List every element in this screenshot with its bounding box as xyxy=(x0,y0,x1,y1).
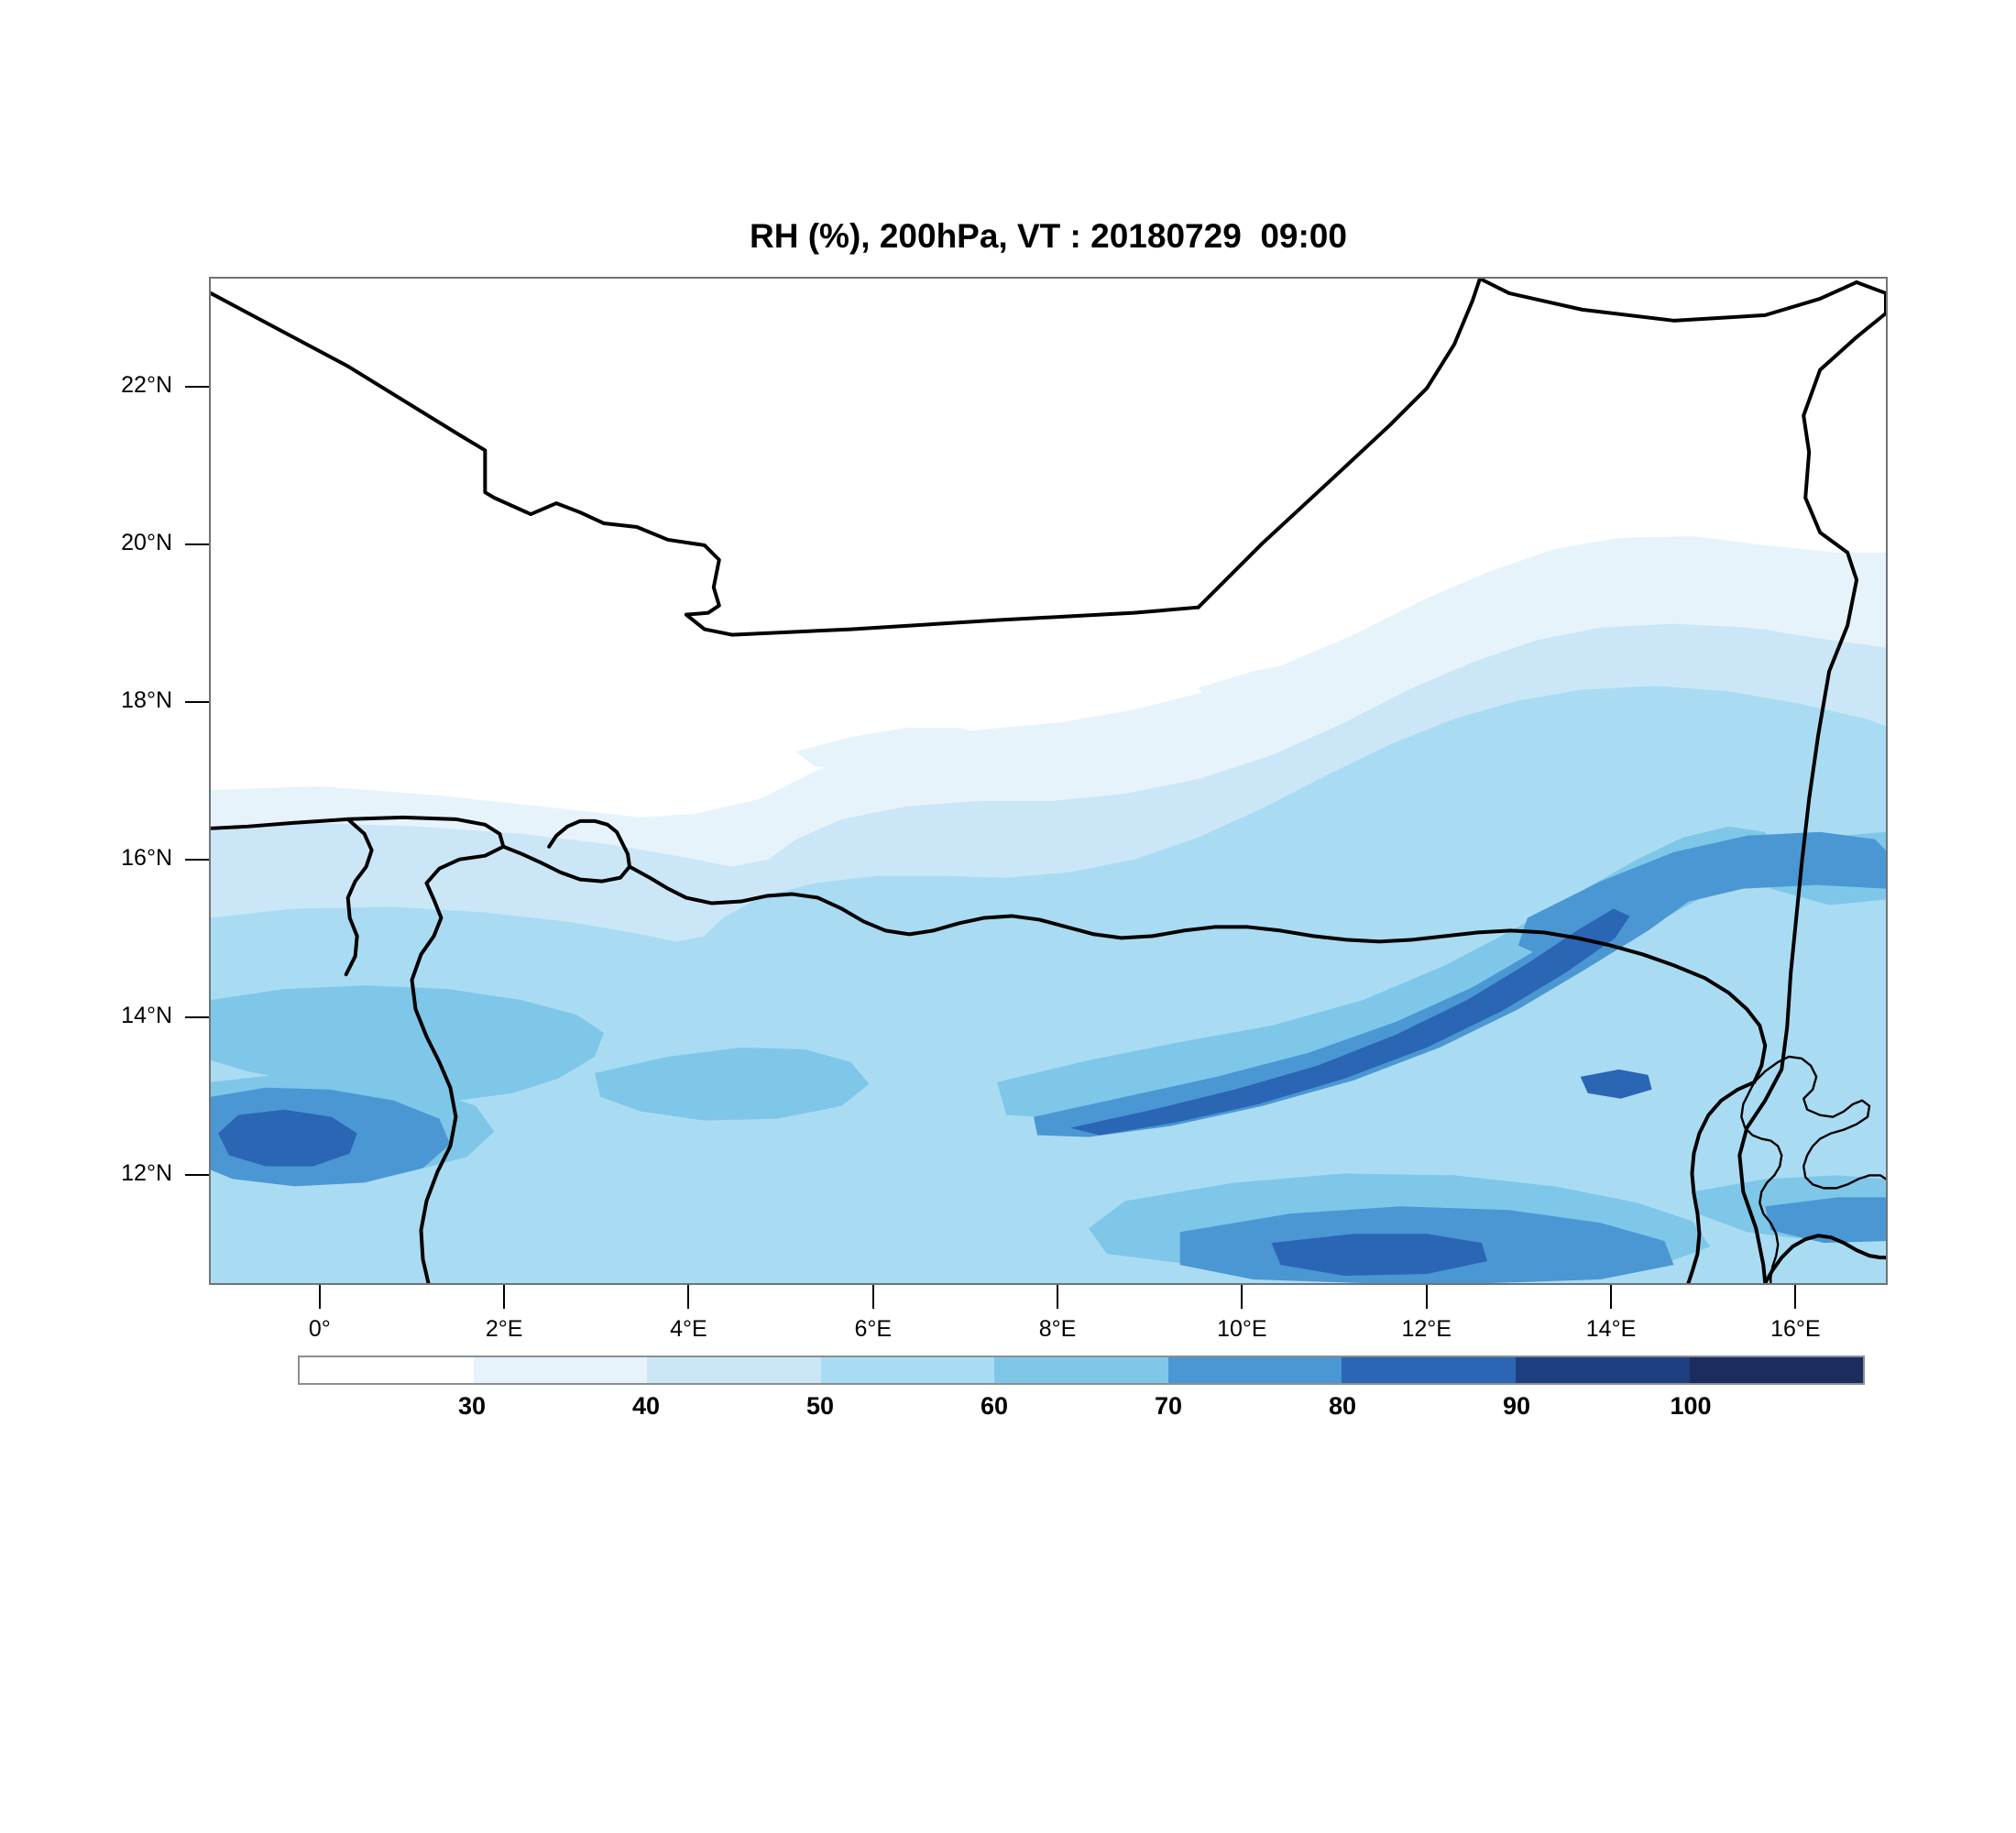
colorbar-tick-label: 100 xyxy=(1670,1392,1712,1420)
longitude-tick-mark xyxy=(871,1285,874,1309)
colorbar-band xyxy=(647,1357,821,1383)
latitude-tick-label: 18°N xyxy=(121,687,172,714)
contour-band-80-90 xyxy=(217,908,1652,1277)
colorbar-band xyxy=(1342,1357,1516,1383)
colorbar-band xyxy=(994,1357,1168,1383)
latitude-tick-label: 22°N xyxy=(121,372,172,399)
longitude-tick-mark xyxy=(1241,1285,1244,1309)
longitude-tick-mark xyxy=(318,1285,321,1309)
longitude-tick-label: 4°E xyxy=(670,1316,707,1342)
colorbar-tick-label: 60 xyxy=(980,1392,1009,1420)
longitude-tick-mark xyxy=(1425,1285,1428,1309)
colorbar-band xyxy=(300,1357,474,1383)
latitude-tick-mark xyxy=(185,386,209,389)
latitude-tick-label: 12°N xyxy=(121,1159,172,1186)
longitude-tick-label: 16°E xyxy=(1770,1316,1821,1342)
rh-contour-map xyxy=(211,279,1886,1283)
page-title: RH (%), 200hPa, VT : 20180729 09:00 xyxy=(750,217,1347,255)
latitude-tick-mark xyxy=(185,1015,209,1018)
longitude-tick-label: 2°E xyxy=(485,1316,523,1342)
longitude-tick-label: 0° xyxy=(308,1316,331,1342)
colorbar-tick-label: 80 xyxy=(1328,1392,1357,1420)
latitude-tick-label: 16°N xyxy=(121,844,172,871)
longitude-tick-mark xyxy=(1610,1285,1613,1309)
colorbar-tick-label: 70 xyxy=(1154,1392,1183,1420)
longitude-tick-mark xyxy=(1794,1285,1797,1309)
colorbar-tick-label: 40 xyxy=(631,1392,661,1420)
latitude-tick-mark xyxy=(185,543,209,546)
latitude-tick-label: 14°N xyxy=(121,1002,172,1028)
longitude-tick-mark xyxy=(687,1285,690,1309)
colorbar-band xyxy=(1689,1357,1864,1383)
latitude-tick-mark xyxy=(185,858,209,861)
longitude-tick-label: 10°E xyxy=(1217,1316,1267,1342)
longitude-tick-label: 14°E xyxy=(1585,1316,1637,1342)
latitude-tick-mark xyxy=(185,1173,209,1176)
contour-fill-group xyxy=(211,279,1886,1283)
country-borders xyxy=(211,279,1886,1283)
colorbar-band xyxy=(1167,1357,1342,1383)
colorbar-tick-label: 90 xyxy=(1502,1392,1531,1420)
longitude-tick-label: 12°E xyxy=(1401,1316,1452,1342)
colorbar-band xyxy=(473,1357,648,1383)
longitude-tick-label: 8°E xyxy=(1038,1316,1077,1342)
colorbar-band xyxy=(820,1357,995,1383)
longitude-tick-mark xyxy=(503,1285,506,1309)
map-plot-area xyxy=(209,277,1888,1285)
colorbar-tick-label: 50 xyxy=(805,1392,835,1420)
longitude-tick-label: 6°E xyxy=(854,1316,893,1342)
longitude-tick-mark xyxy=(1057,1285,1059,1309)
colorbar-tick-label: 30 xyxy=(457,1392,487,1420)
latitude-tick-mark xyxy=(185,701,209,704)
latitude-tick-label: 20°N xyxy=(121,530,172,556)
colorbar[interactable] xyxy=(298,1356,1865,1385)
colorbar-band xyxy=(1515,1357,1690,1383)
